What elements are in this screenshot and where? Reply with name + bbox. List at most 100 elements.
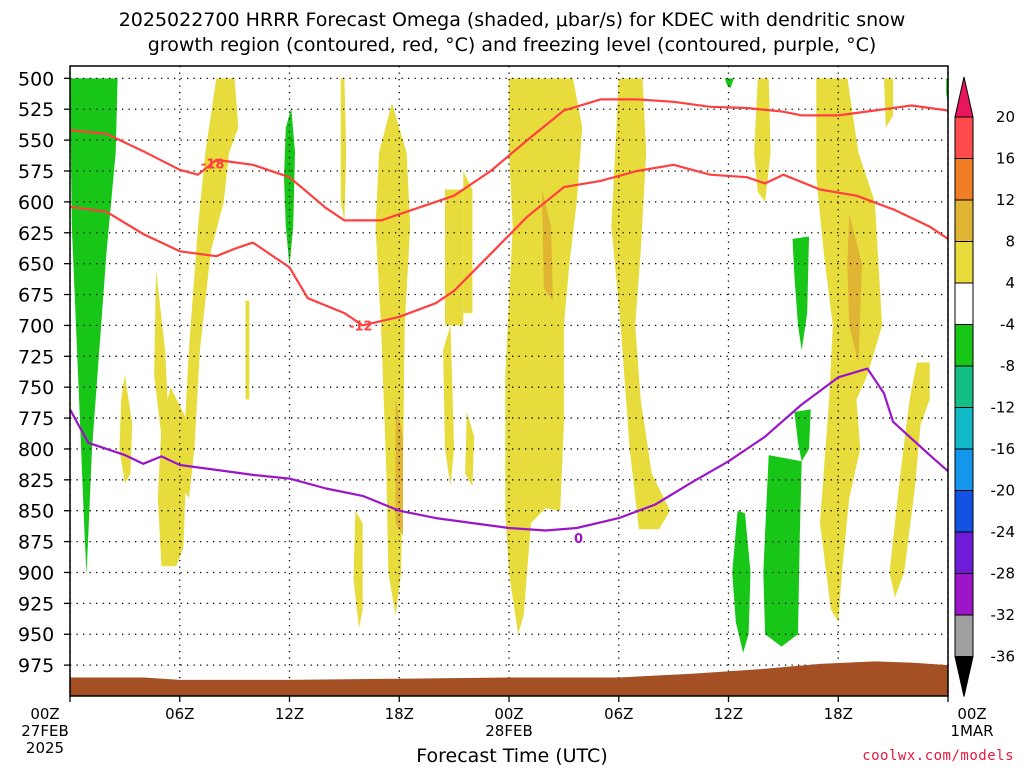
omega-region bbox=[119, 374, 133, 484]
omega-region bbox=[284, 108, 295, 267]
omega-region bbox=[181, 78, 239, 499]
terrain bbox=[70, 661, 948, 696]
omega-region bbox=[463, 171, 473, 314]
colorbar-box bbox=[954, 365, 974, 408]
omega-region bbox=[884, 78, 894, 128]
omega-region bbox=[353, 510, 363, 629]
colorbar-top-arrow bbox=[954, 76, 974, 118]
omega-region bbox=[732, 510, 751, 653]
omega-region bbox=[794, 409, 811, 462]
omega-region bbox=[611, 78, 670, 530]
colorbar-box bbox=[954, 199, 974, 242]
y-tick-label: 700 bbox=[18, 315, 54, 337]
x-tick-label: 06Z bbox=[165, 705, 194, 723]
x-tick-label: 00Z bbox=[494, 705, 523, 723]
x-tick-label: 12Z bbox=[714, 705, 743, 723]
colorbar-box bbox=[954, 407, 974, 450]
colorbar-label: -16 bbox=[991, 440, 1016, 458]
colorbar-box bbox=[954, 158, 974, 201]
y-tick-label: 550 bbox=[18, 130, 54, 152]
omega-region bbox=[395, 399, 403, 536]
contours: -18 -12 0 bbox=[70, 98, 948, 547]
y-tick-label: 675 bbox=[18, 285, 54, 307]
y-tick-label: 575 bbox=[18, 161, 54, 183]
colorbar-box bbox=[954, 614, 974, 657]
colorbar-label: 8 bbox=[1005, 233, 1015, 251]
y-tick-label: 975 bbox=[18, 655, 54, 677]
colorbar-box bbox=[954, 448, 974, 491]
omega-region bbox=[763, 455, 802, 647]
contour-line bbox=[70, 98, 948, 222]
y-tick-label: 725 bbox=[18, 346, 54, 368]
omega-region bbox=[340, 78, 347, 221]
y-tick-label: 625 bbox=[18, 223, 54, 245]
contour-label: 0 bbox=[574, 532, 583, 547]
colorbar-label: 12 bbox=[996, 191, 1015, 209]
omega-region bbox=[541, 189, 553, 301]
colorbar-label: -8 bbox=[1000, 357, 1015, 375]
x-tick-date: 28FEB bbox=[485, 722, 532, 740]
y-tick-label: 775 bbox=[18, 408, 54, 430]
x-tick-label: 06Z bbox=[604, 705, 633, 723]
y-tick-label: 850 bbox=[18, 501, 54, 523]
omega-region bbox=[465, 411, 475, 486]
omega-region bbox=[375, 103, 411, 616]
y-tick-label: 525 bbox=[18, 99, 54, 121]
chart-title: 2025022700 HRRR Forecast Omega (shaded, … bbox=[118, 9, 906, 56]
omega-region bbox=[443, 325, 455, 486]
omega-shading bbox=[70, 78, 948, 653]
x-tick-label: 18Z bbox=[385, 705, 414, 723]
y-tick-label: 825 bbox=[18, 470, 54, 492]
contour-label: -12 bbox=[349, 319, 373, 334]
terrain-fill bbox=[70, 661, 948, 696]
colorbar-label: -24 bbox=[991, 523, 1016, 541]
x-tick-label: 00Z bbox=[30, 705, 59, 723]
omega-region bbox=[157, 387, 189, 567]
y-tick-label: 900 bbox=[18, 562, 54, 584]
y-tick-label: 925 bbox=[18, 593, 54, 615]
colorbar-box bbox=[954, 282, 974, 325]
x-tick-year: 2025 bbox=[26, 739, 64, 757]
colorbar-box bbox=[954, 531, 974, 574]
colorbar-label: 20 bbox=[996, 108, 1015, 126]
colorbar-label: 4 bbox=[1005, 274, 1015, 292]
colorbar-label: 16 bbox=[996, 150, 1015, 168]
x-tick-label: 18Z bbox=[824, 705, 853, 723]
y-tick-label: 750 bbox=[18, 377, 54, 399]
credit-text: coolwx.com/models bbox=[862, 748, 1014, 764]
omega-region bbox=[792, 236, 809, 351]
y-tick-label: 500 bbox=[18, 68, 54, 90]
x-tick-date: 1MAR bbox=[950, 722, 993, 740]
omega-region bbox=[70, 78, 118, 575]
colorbar-box bbox=[954, 573, 974, 616]
contour-label: -18 bbox=[201, 158, 225, 173]
colorbar-bottom-arrow bbox=[954, 656, 974, 697]
colorbar-box bbox=[954, 490, 974, 533]
colorbar-label: -32 bbox=[991, 606, 1016, 624]
omega-region bbox=[724, 78, 734, 89]
omega-region bbox=[154, 269, 169, 437]
colorbar-label: -4 bbox=[1000, 316, 1015, 334]
colorbar-box bbox=[954, 116, 974, 159]
contour-line bbox=[70, 367, 948, 532]
y-axis: 500 525 550 575 600 625 650 675 700 725 750 775 800 8… bbox=[18, 68, 70, 677]
x-tick-date: 27FEB bbox=[21, 722, 68, 740]
y-tick-label: 600 bbox=[18, 192, 54, 214]
colorbar-label: -36 bbox=[991, 648, 1016, 666]
y-tick-label: 950 bbox=[18, 624, 54, 646]
colorbar-label: -12 bbox=[991, 399, 1016, 417]
omega-region bbox=[505, 78, 583, 635]
x-axis-label: Forecast Time (UTC) bbox=[416, 745, 608, 767]
colorbar: 20 16 12 8 4 -4 -8 -12 -16 -20 -24 -28 -32 -36 bbox=[954, 76, 1016, 697]
x-tick-label: 00Z bbox=[957, 705, 986, 723]
colorbar-label: -20 bbox=[991, 482, 1016, 500]
x-tick-label: 12Z bbox=[275, 705, 304, 723]
colorbar-label: -28 bbox=[991, 565, 1016, 583]
y-tick-label: 650 bbox=[18, 254, 54, 276]
colorbar-box bbox=[954, 324, 974, 367]
omega-region bbox=[245, 300, 250, 400]
contour-line bbox=[70, 163, 948, 327]
y-tick-label: 875 bbox=[18, 532, 54, 554]
